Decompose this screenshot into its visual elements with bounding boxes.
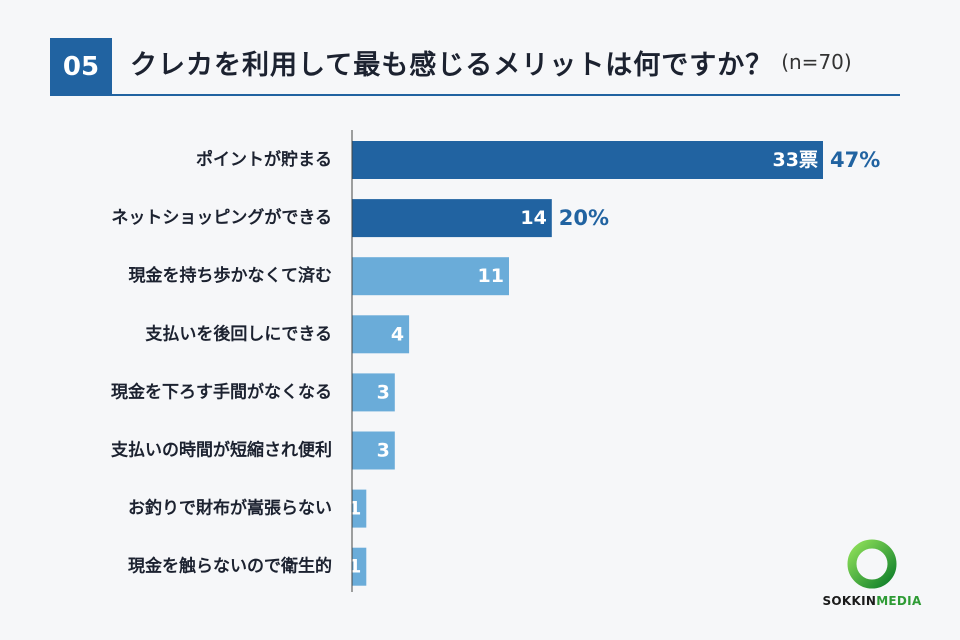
question-text: クレカを利用して最も感じるメリットは何ですか？ xyxy=(130,49,774,81)
value-label: 4 xyxy=(391,323,404,345)
bar xyxy=(352,199,552,238)
category-label: 支払いを後回しにできる xyxy=(145,323,332,344)
value-label: 14 xyxy=(520,207,546,229)
sample-size: (n=70) xyxy=(781,50,852,74)
bar xyxy=(352,547,367,586)
logo-wordmark: SOKKINMEDIA xyxy=(820,594,924,608)
value-label: 33票 xyxy=(773,149,818,171)
bar xyxy=(352,141,823,179)
bar xyxy=(352,489,367,528)
category-label: お釣りで財布が嵩張らない xyxy=(128,498,332,519)
category-label: 支払いの時間が短縮され便利 xyxy=(111,440,332,461)
value-label: 1 xyxy=(348,556,361,578)
logo-text-main: SOKKIN xyxy=(822,594,877,608)
category-label: 現金を触らないので衛生的 xyxy=(128,556,332,577)
value-label: 11 xyxy=(478,265,504,287)
category-label: ポイントが貯まる xyxy=(196,149,332,170)
bar xyxy=(352,431,395,470)
category-label: 現金を持ち歩かなくて済む xyxy=(129,265,333,286)
value-label: 3 xyxy=(377,381,390,403)
title-underline xyxy=(50,94,900,96)
value-label: 3 xyxy=(377,440,390,462)
logo-text-accent: MEDIA xyxy=(876,594,922,608)
value-label: 1 xyxy=(348,498,361,520)
bar xyxy=(352,373,395,412)
category-label: ネットショッピングができる xyxy=(111,207,332,228)
percent-label: 20% xyxy=(559,206,609,230)
percent-label: 47% xyxy=(830,148,880,172)
bar xyxy=(352,315,410,354)
bar xyxy=(352,257,509,296)
question-number-badge: 05 xyxy=(50,38,112,96)
sokkin-media-logo: SOKKINMEDIA xyxy=(820,538,924,614)
category-label: 現金を下ろす手間がなくなる xyxy=(111,381,332,402)
logo-ring-icon xyxy=(847,539,897,589)
question-title: クレカを利用して最も感じるメリットは何ですか？ (n=70) xyxy=(130,42,910,82)
